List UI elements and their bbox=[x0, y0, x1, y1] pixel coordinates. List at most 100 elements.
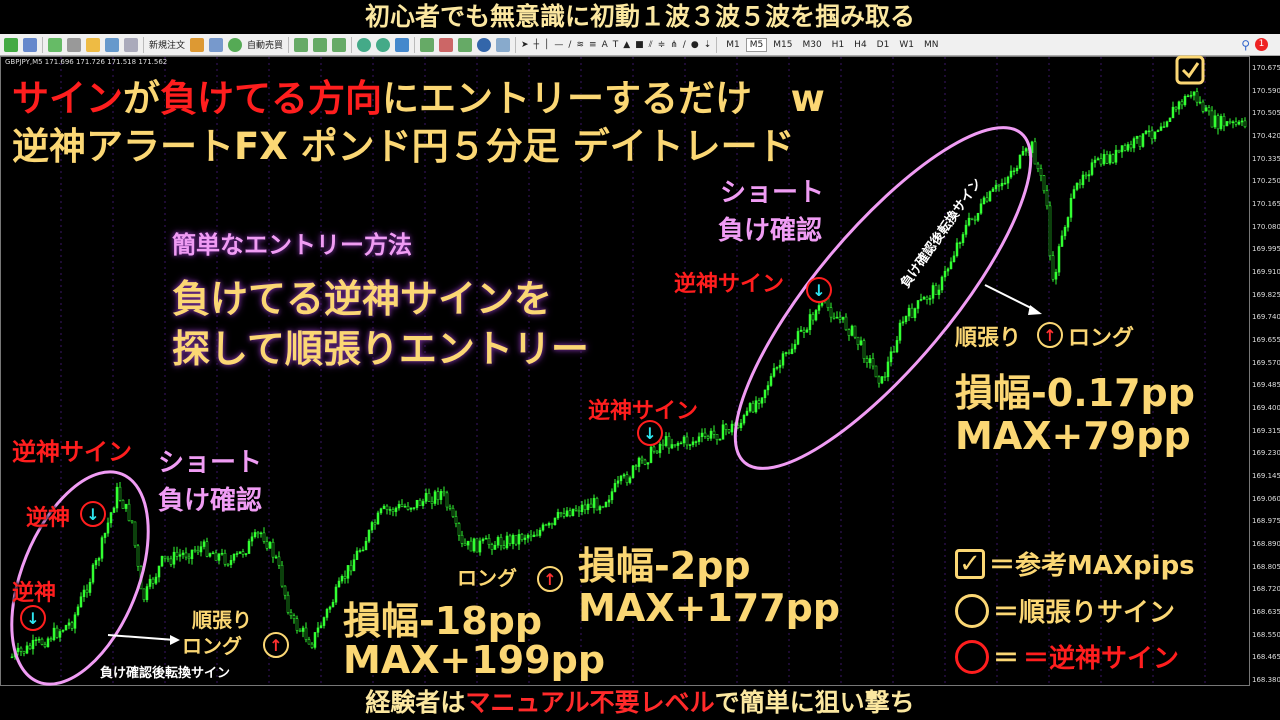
candle bbox=[1066, 217, 1070, 228]
fibonacci-icon[interactable]: ≋ bbox=[576, 39, 585, 50]
candle bbox=[1177, 101, 1181, 110]
candle bbox=[682, 436, 686, 444]
bar-chart-icon[interactable] bbox=[294, 37, 309, 52]
label-gyakushin-1: 逆神 bbox=[26, 506, 71, 531]
candle bbox=[949, 261, 953, 270]
candle bbox=[31, 639, 35, 650]
timeframe-m15[interactable]: M15 bbox=[773, 39, 793, 50]
candle bbox=[538, 529, 542, 536]
triangle-icon[interactable]: ▲ bbox=[623, 39, 631, 50]
candle bbox=[1051, 255, 1055, 280]
timeframe-m30[interactable]: M30 bbox=[802, 39, 822, 50]
parallel-lines-icon[interactable]: ⫽ bbox=[648, 39, 653, 50]
candle bbox=[1024, 148, 1028, 152]
candle bbox=[457, 523, 461, 536]
angel-emoji-icon: 😇 bbox=[751, 76, 792, 121]
timeframe-w1[interactable]: W1 bbox=[899, 39, 914, 50]
candle bbox=[109, 512, 113, 524]
gann-icon[interactable]: ≑ bbox=[657, 39, 666, 50]
trendline-icon[interactable]: / bbox=[568, 39, 572, 50]
candle bbox=[856, 336, 860, 345]
indicators-icon[interactable] bbox=[458, 37, 473, 52]
candle bbox=[100, 537, 104, 559]
candle bbox=[220, 553, 224, 555]
channel-icon[interactable]: ≡ bbox=[589, 39, 597, 50]
auto-trading-button[interactable]: 自動売買 bbox=[247, 41, 284, 51]
price-label: 169.060 bbox=[1252, 494, 1280, 503]
legend-yellow: ＝順張りサイン bbox=[955, 592, 1175, 629]
price-label: 170.420 bbox=[1252, 131, 1280, 140]
templates-icon[interactable] bbox=[496, 37, 511, 52]
candle bbox=[1156, 130, 1160, 132]
timeframe-h4[interactable]: H4 bbox=[854, 39, 867, 50]
andrews-icon[interactable]: ⋔ bbox=[670, 39, 678, 50]
tester-icon[interactable] bbox=[124, 37, 138, 52]
candle bbox=[481, 538, 485, 542]
zoom-out-icon[interactable] bbox=[376, 37, 391, 52]
candle bbox=[1210, 110, 1214, 128]
notification-badge[interactable]: 1 bbox=[1255, 38, 1268, 51]
timeframe-m1[interactable]: M1 bbox=[726, 39, 740, 50]
candle bbox=[325, 609, 329, 618]
candle bbox=[847, 329, 851, 336]
max-1: MAX+199pp bbox=[343, 638, 606, 682]
candle bbox=[817, 305, 821, 311]
candle bbox=[424, 492, 428, 502]
price-label: 168.975 bbox=[1252, 517, 1280, 526]
candle bbox=[1165, 121, 1169, 127]
candle bbox=[190, 549, 194, 559]
candle bbox=[811, 314, 815, 321]
signals-icon[interactable] bbox=[228, 37, 243, 52]
price-chart[interactable]: GBPJPY,M5 171.696 171.726 171.518 171.56… bbox=[0, 56, 1250, 687]
market-watch-icon[interactable] bbox=[48, 37, 62, 52]
horizontal-line-icon[interactable]: — bbox=[554, 39, 564, 50]
candle bbox=[1057, 246, 1061, 273]
timeframe-d1[interactable]: D1 bbox=[876, 39, 890, 50]
tile-windows-icon[interactable] bbox=[395, 37, 410, 52]
crosshair-icon[interactable]: ┼ bbox=[533, 39, 539, 50]
search-icon[interactable]: ⚲ bbox=[1241, 37, 1250, 52]
candlestick-icon[interactable] bbox=[313, 37, 328, 52]
candle bbox=[898, 322, 902, 341]
new-order-button[interactable]: 新規注文 bbox=[149, 41, 186, 51]
text-icon[interactable]: A bbox=[601, 39, 608, 50]
new-chart-icon[interactable] bbox=[4, 37, 18, 52]
cursor-icon[interactable]: ➤ bbox=[521, 39, 529, 50]
candle bbox=[40, 638, 44, 645]
candle bbox=[133, 521, 137, 547]
candle bbox=[187, 556, 191, 559]
vertical-line-icon[interactable]: │ bbox=[544, 39, 550, 50]
candle bbox=[1198, 101, 1202, 104]
candle bbox=[580, 504, 584, 513]
autoscroll-icon[interactable] bbox=[420, 37, 435, 52]
timeframe-h1[interactable]: H1 bbox=[831, 39, 845, 50]
profiles-icon[interactable] bbox=[23, 37, 37, 52]
zoom-in-icon[interactable] bbox=[357, 37, 372, 52]
line-chart-icon[interactable] bbox=[332, 37, 347, 52]
candle bbox=[127, 503, 131, 521]
metaeditor-icon[interactable] bbox=[190, 37, 205, 52]
candle bbox=[82, 589, 86, 597]
rectangle-icon[interactable]: ■ bbox=[635, 39, 644, 50]
candle bbox=[382, 505, 386, 509]
chart-shift-icon[interactable] bbox=[439, 37, 454, 52]
candle bbox=[724, 424, 728, 430]
data-window-icon[interactable] bbox=[67, 37, 81, 52]
candle bbox=[574, 508, 578, 511]
label-icon[interactable]: T bbox=[612, 39, 619, 50]
terminal-icon[interactable] bbox=[105, 37, 119, 52]
candle bbox=[394, 507, 398, 512]
label-long-right: ロング bbox=[1068, 326, 1135, 351]
bottom-caption: 経験者はマニュアル不要レベルで簡単に狙い撃ち bbox=[0, 686, 1280, 720]
timeframe-m5[interactable]: M5 bbox=[745, 37, 768, 52]
community-icon[interactable] bbox=[209, 37, 224, 52]
pitchfork-icon[interactable]: ∕ bbox=[682, 39, 686, 50]
timeframe-mn[interactable]: MN bbox=[923, 39, 939, 50]
periods-icon[interactable] bbox=[477, 37, 492, 52]
candle bbox=[292, 615, 296, 619]
ellipse-icon[interactable]: ● bbox=[690, 39, 699, 50]
label-loss-confirm-left: 負け確認 bbox=[158, 486, 263, 516]
candle bbox=[1129, 144, 1133, 149]
navigator-icon[interactable] bbox=[86, 37, 100, 52]
arrows-icon[interactable]: ⇣ bbox=[703, 39, 712, 50]
